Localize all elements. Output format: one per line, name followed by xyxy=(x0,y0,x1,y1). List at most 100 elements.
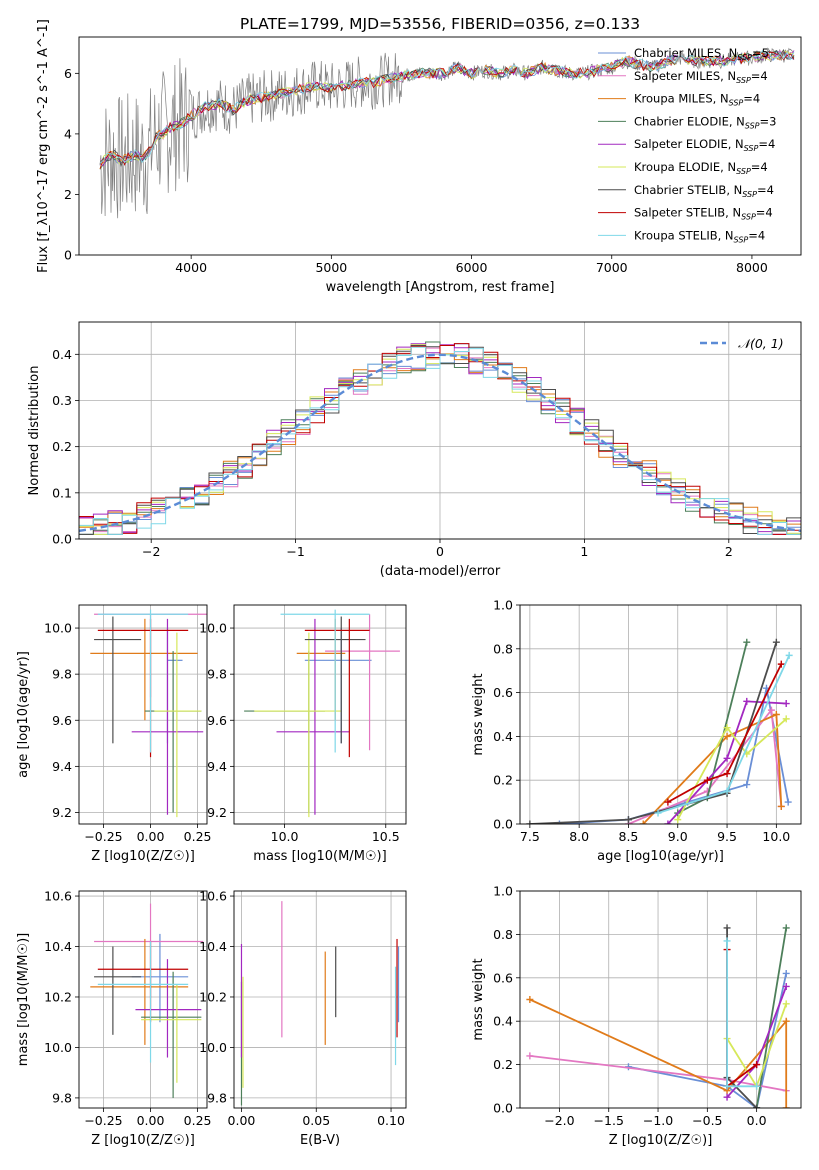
series-line xyxy=(755,927,788,1108)
legend-label-text: Kroupa MILES, N xyxy=(634,92,729,106)
y-tick-label: 0.2 xyxy=(52,439,72,454)
series-point xyxy=(723,1082,731,1090)
series-point xyxy=(674,816,682,824)
y-tick-label: 9.2 xyxy=(52,805,72,820)
x-tick-label: 2 xyxy=(725,544,733,559)
legend-label-count: =3 xyxy=(760,114,777,128)
x-tick-label: 0 xyxy=(436,544,444,559)
series-point xyxy=(782,700,790,708)
y-tick-label: 10.4 xyxy=(199,939,227,954)
x-axis-label: E(B-V) xyxy=(300,1133,340,1148)
legend-label-text: Kroupa ELODIE, N xyxy=(634,160,736,174)
y-tick-label: 0.0 xyxy=(493,817,513,832)
x-tick-label: −1.0 xyxy=(643,1113,673,1128)
panel-massweight-vs-Z: −2.0 −1.5 −1.0 −0.5 0.0 0.0 0.2 0.4 0.6 0.8 1.0 Z [… xyxy=(471,884,802,1148)
x-tick-label: 0.05 xyxy=(302,1113,330,1128)
y-tick-label: 9.8 xyxy=(207,667,227,682)
axes-frame xyxy=(519,604,802,825)
chart-legend: Chabrier MILES, NSSP=5 Salpeter MILES, N S… xyxy=(598,46,776,244)
panel-spectrum: 4000 5000 6000 7000 8000 0 2 4 6 wavelength [Angs… xyxy=(36,19,802,295)
series-point xyxy=(782,1104,790,1108)
legend-label-subscript: SSP xyxy=(744,144,759,153)
y-tick-label: 9.6 xyxy=(207,713,227,728)
x-tick-label: 6000 xyxy=(456,260,488,275)
axes-frame xyxy=(519,890,802,1109)
y-tick-label: 10.0 xyxy=(44,1040,72,1055)
series-point xyxy=(723,937,731,945)
x-tick-label: −1 xyxy=(286,544,304,559)
y-tick-label: 0.4 xyxy=(52,347,72,362)
series-point xyxy=(784,798,792,806)
y-tick-label: 9.6 xyxy=(52,713,72,728)
y-tick-label: 0 xyxy=(64,248,72,263)
plot-area xyxy=(244,609,400,818)
legend-label: Chabrier MILES, NSSP=5 xyxy=(634,46,769,62)
series-point xyxy=(723,724,731,732)
series-line xyxy=(628,707,783,824)
legend-label-subscript: SSP xyxy=(736,167,751,176)
histogram-series xyxy=(79,343,801,539)
x-tick-label: 7000 xyxy=(596,260,628,275)
x-axis-label: Z [log10(Z/Z☉)] xyxy=(609,1133,713,1148)
plot-area xyxy=(99,47,795,219)
legend-label-count: =4 xyxy=(757,183,774,197)
y-tick-label: 10.6 xyxy=(199,889,227,904)
series-point xyxy=(782,924,790,932)
x-tick-label: 0.25 xyxy=(184,829,212,844)
x-tick-label: 0.00 xyxy=(228,1113,256,1128)
series-point xyxy=(777,660,785,668)
legend-label-text: Kroupa STELIB, N xyxy=(634,228,734,242)
x-axis-label: age [log10(age/yr)] xyxy=(597,849,724,864)
x-axis-label: Z [log10(Z/Z☉)] xyxy=(91,1133,195,1148)
y-tick-label: 9.4 xyxy=(207,759,227,774)
panel-age-vs-Z: −0.25 0.00 0.25 9.2 9.4 9.6 9.8 10.0 Z [log10(Z/… xyxy=(16,604,212,864)
legend-label: Kroupa ELODIE, NSSP=4 xyxy=(634,160,768,176)
x-tick-label: 8.5 xyxy=(619,829,639,844)
series-point xyxy=(723,1093,731,1101)
x-tick-label: 0.10 xyxy=(377,1113,405,1128)
legend-label-subscript: SSP xyxy=(741,213,756,222)
y-tick-label: 10.0 xyxy=(199,621,227,636)
legend-label-subscript: SSP xyxy=(742,190,757,199)
x-axis-label: wavelength [Angstrom, rest frame] xyxy=(326,280,555,295)
x-tick-label: 0.25 xyxy=(184,1113,212,1128)
series-point xyxy=(772,711,780,718)
y-tick-label: 0.8 xyxy=(493,641,513,656)
legend-label-text: Chabrier MILES, N xyxy=(634,46,737,60)
plot-area xyxy=(90,903,204,1098)
series-point xyxy=(723,754,731,762)
y-tick-label: 10.0 xyxy=(44,621,72,636)
y-tick-label: 0.1 xyxy=(52,485,72,500)
y-tick-label: 10.2 xyxy=(199,989,227,1004)
y-axis-label: mass [log10(M/M☉)] xyxy=(16,933,31,1066)
series-line xyxy=(677,718,787,821)
y-tick-label: 0.6 xyxy=(493,685,513,700)
legend-label-count: =4 xyxy=(758,137,775,151)
y-tick-label: 9.8 xyxy=(52,1090,72,1105)
series-point xyxy=(767,706,775,714)
legend-label-text: Salpeter MILES, N xyxy=(634,69,736,83)
legend-label: Chabrier STELIB, NSSP=4 xyxy=(634,183,774,199)
x-tick-label: 0.00 xyxy=(137,829,165,844)
legend-label-text: Salpeter STELIB, N xyxy=(634,206,741,220)
histogram-series xyxy=(79,346,801,539)
x-tick-label: 0.0 xyxy=(747,1113,767,1128)
legend-label: 𝒩(0, 1) xyxy=(738,336,784,351)
x-tick-label: 4000 xyxy=(175,260,207,275)
y-tick-label: 2 xyxy=(64,187,72,202)
series-point xyxy=(526,996,534,1003)
x-tick-label: 9.0 xyxy=(668,829,688,844)
panel-age-vs-mass: 10.0 10.5 9.2 9.4 9.6 9.8 10.0 mass [log10(M/M☉… xyxy=(199,604,407,864)
legend-label-text: Chabrier ELODIE, N xyxy=(634,114,745,128)
plot-area xyxy=(90,609,207,818)
y-tick-label: 0.0 xyxy=(493,1101,513,1116)
series-point xyxy=(785,651,793,659)
series-point xyxy=(782,982,790,990)
series-line xyxy=(667,663,783,803)
x-tick-label: 10.5 xyxy=(372,829,400,844)
figure-title: PLATE=1799, MJD=53556, FIBERID=0356, z=0… xyxy=(240,15,640,33)
y-tick-label: 0.4 xyxy=(493,729,513,744)
legend-label: Kroupa STELIB, NSSP=4 xyxy=(634,228,765,244)
y-tick-label: 0.0 xyxy=(52,532,72,547)
